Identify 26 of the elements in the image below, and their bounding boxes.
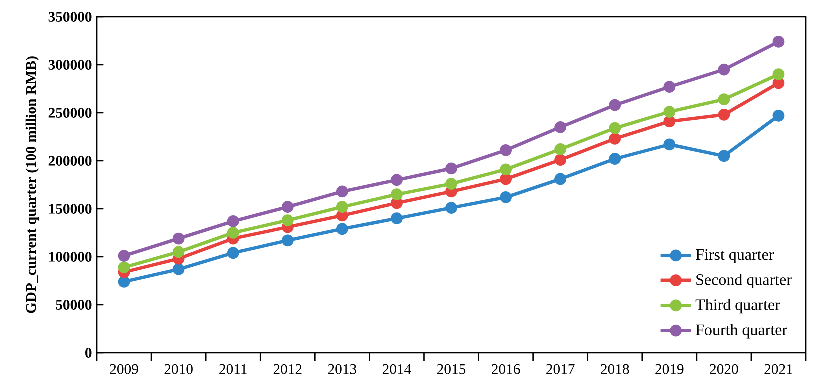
y-axis-title: GDP_current quarter (100 million RMB) bbox=[26, 56, 40, 314]
legend-label: Third quarter bbox=[696, 299, 780, 314]
y-tick-label: 100000 bbox=[49, 252, 92, 262]
y-tick-label: 150000 bbox=[49, 204, 92, 214]
x-tick-label: 2015 bbox=[437, 364, 466, 374]
y-tick-label: 250000 bbox=[48, 108, 92, 118]
x-tick-label: 2014 bbox=[382, 364, 412, 374]
y-tick-label: 300000 bbox=[48, 60, 92, 70]
x-tick-label: 2021 bbox=[764, 364, 793, 374]
x-tick-label: 2018 bbox=[601, 364, 630, 374]
legend-label: Fourth quarter bbox=[696, 324, 788, 339]
x-tick-label: 2011 bbox=[220, 364, 247, 374]
x-tick-label: 2012 bbox=[274, 364, 302, 374]
x-tick-label: 2019 bbox=[656, 364, 684, 374]
x-tick-label: 2010 bbox=[164, 364, 193, 374]
x-tick-label: 2009 bbox=[110, 364, 138, 374]
legend-label: Second quarter bbox=[696, 274, 792, 289]
x-tick-label: 2013 bbox=[328, 364, 357, 374]
y-tick-label: 350000 bbox=[48, 12, 92, 22]
legend-label: First quarter bbox=[696, 249, 774, 264]
x-tick-label: 2017 bbox=[546, 364, 575, 374]
y-tick-label: 50000 bbox=[56, 300, 92, 310]
y-tick-label: 0 bbox=[86, 348, 92, 358]
y-tick-label: 200000 bbox=[48, 156, 92, 166]
x-tick-label: 2020 bbox=[710, 364, 738, 374]
x-tick-label: 2016 bbox=[492, 364, 520, 374]
